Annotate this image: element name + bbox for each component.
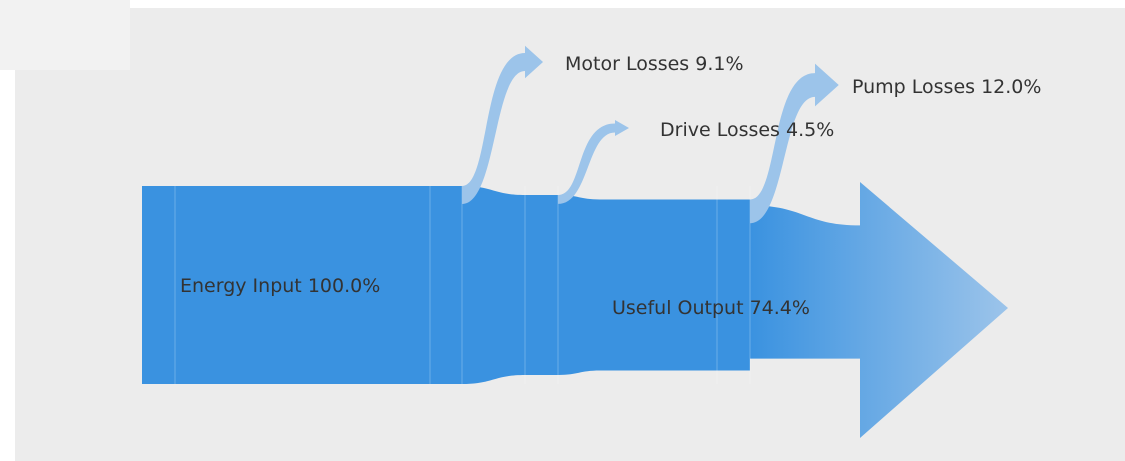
node-value: 74.4%: [750, 297, 810, 319]
node-label: Drive Losses 4.5%: [660, 119, 834, 141]
node-label: Pump Losses 12.0%: [852, 76, 1041, 98]
loss-ribbon: [750, 63, 839, 224]
marks: [142, 45, 1008, 438]
node-value: 4.5%: [786, 119, 834, 141]
node-value: 9.1%: [695, 53, 743, 75]
corner-panel: [0, 0, 130, 70]
node-name: Motor Losses: [565, 53, 689, 75]
labels: Motor Losses 9.1% Drive Losses 4.5% Pump L…: [180, 53, 1041, 319]
node-label: Energy Input 100.0%: [180, 275, 380, 297]
node-label: Motor Losses 9.1%: [565, 53, 744, 75]
output-band: [750, 182, 1008, 438]
node-label: Useful Output 74.4%: [612, 297, 810, 319]
node-value: 100.0%: [308, 275, 380, 297]
node-name: Energy Input: [180, 275, 302, 297]
node-value: 12.0%: [981, 76, 1041, 98]
input-band: [142, 186, 750, 384]
loss-ribbon: [558, 119, 629, 204]
loss-ribbon: [462, 45, 544, 205]
node-name: Useful Output: [612, 297, 744, 319]
node-name: Drive Losses: [660, 119, 780, 141]
node-name: Pump Losses: [852, 76, 975, 98]
